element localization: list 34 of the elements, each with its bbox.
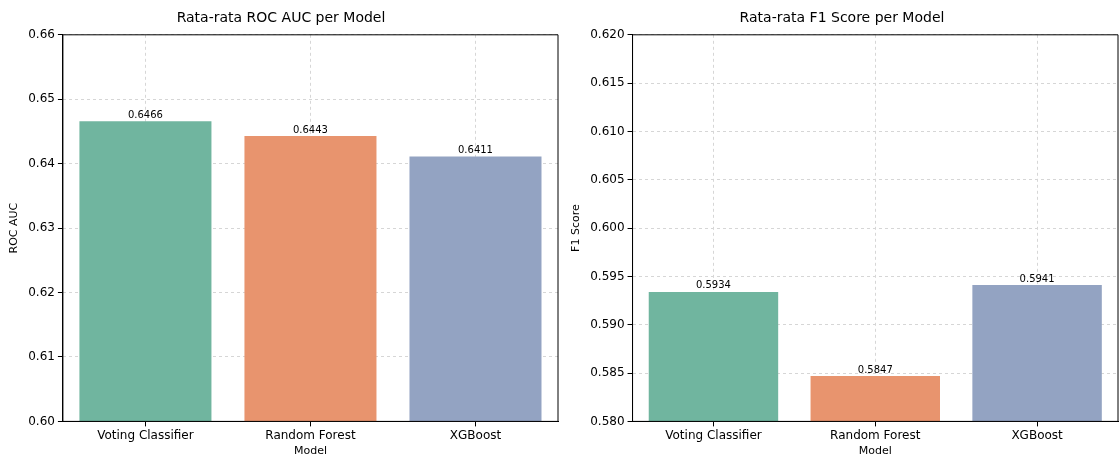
y-axis-title: F1 Score [569, 204, 583, 252]
x-tick-label: Voting Classifier [97, 427, 194, 442]
y-tick-label: 0.62 [28, 284, 55, 299]
x-tick-label: Random Forest [830, 427, 921, 442]
x-tick-label: XGBoost [1011, 427, 1064, 442]
y-tick-label: 0.610 [590, 123, 625, 138]
y-tick-label: 0.60 [28, 413, 55, 428]
x-axis-title: Model [858, 444, 892, 458]
y-tick-label: 0.590 [590, 316, 625, 331]
y-tick-label: 0.580 [590, 413, 625, 428]
chart-title: Rata-rata ROC AUC per Model [176, 9, 386, 26]
y-tick-label: 0.66 [28, 26, 55, 41]
x-tick-label: Random Forest [265, 427, 356, 442]
y-tick-label: 0.615 [590, 75, 625, 90]
x-tick-label: Voting Classifier [665, 427, 762, 442]
data-label: 0.5941 [1019, 272, 1055, 284]
chart-title: Rata-rata F1 Score per Model [739, 9, 945, 26]
y-tick-label: 0.605 [590, 171, 625, 186]
y-tick-label: 0.620 [590, 26, 625, 41]
data-label: 0.5934 [695, 279, 731, 291]
y-tick-label: 0.600 [590, 220, 625, 235]
y-tick-label: 0.65 [28, 91, 55, 106]
data-label: 0.6443 [292, 123, 328, 135]
y-axis-title: ROC AUC [7, 202, 21, 254]
y-tick-label: 0.61 [28, 349, 55, 364]
y-tick-label: 0.585 [590, 365, 625, 380]
data-label: 0.5847 [857, 363, 893, 375]
x-axis-title: Model [293, 444, 327, 458]
data-label: 0.6411 [457, 144, 493, 156]
x-tick-label: XGBoost [449, 427, 502, 442]
y-tick-label: 0.64 [28, 155, 55, 170]
y-tick-label: 0.595 [590, 268, 625, 283]
y-tick-label: 0.63 [28, 220, 55, 235]
data-label: 0.6466 [127, 108, 163, 120]
